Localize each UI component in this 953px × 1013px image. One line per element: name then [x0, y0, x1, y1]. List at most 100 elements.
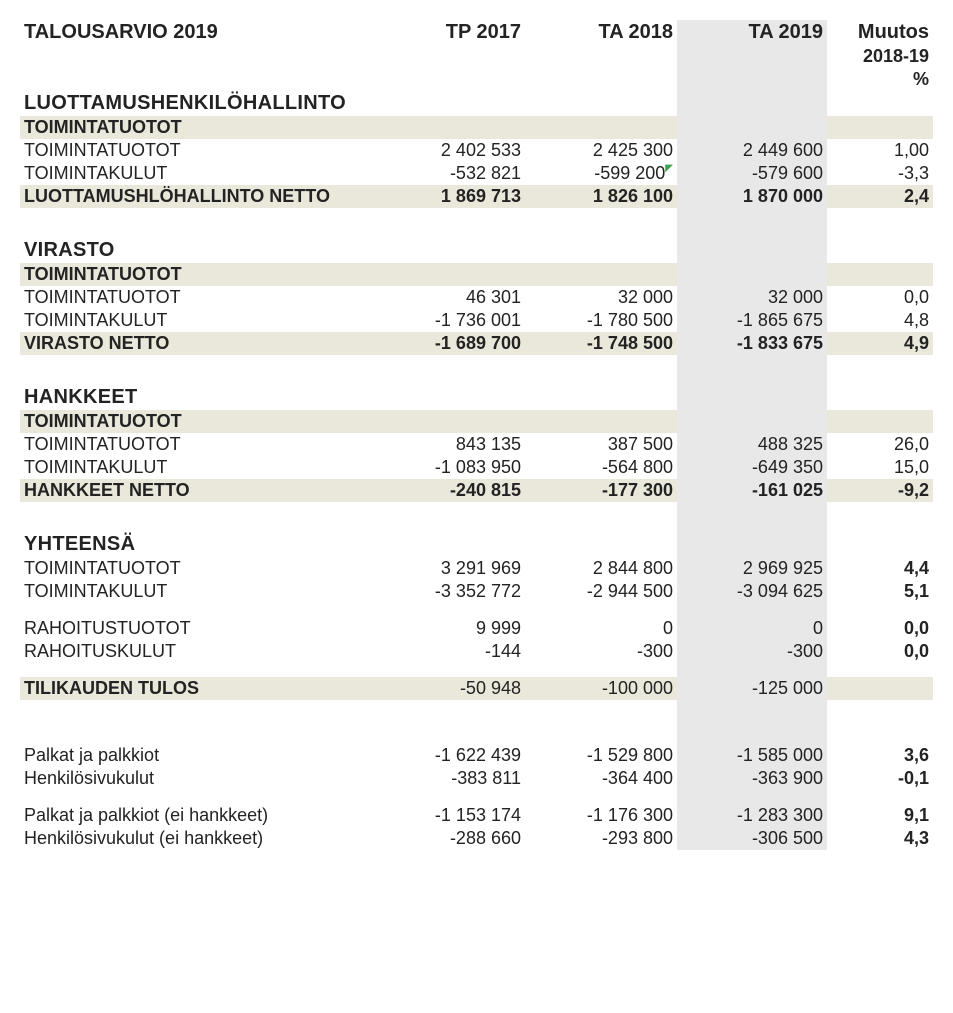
cell-mut: 15,0: [827, 456, 933, 479]
cell-mut: 1,00: [827, 139, 933, 162]
cell-ta19: -363 900: [677, 767, 827, 790]
row-label: TOIMINTATUOTOT: [20, 557, 365, 580]
cell-mut: 4,3: [827, 827, 933, 850]
cell-ta18: -599 200◤: [525, 162, 677, 185]
cell-tp: 1 869 713: [365, 185, 525, 208]
section-title: LUOTTAMUSHENKILÖHALLINTO: [20, 91, 365, 116]
cell-tp: -3 352 772: [365, 580, 525, 603]
row-label: Henkilösivukulut (ei hankkeet): [20, 827, 365, 850]
section-sub: TOIMINTATUOTOT: [20, 116, 365, 139]
col-mut-pct: %: [827, 68, 933, 91]
cell-ta18: -100 000: [525, 677, 677, 700]
cell-mut: [827, 677, 933, 700]
col-mut: Muutos: [827, 20, 933, 45]
cell-ta18: -1 748 500: [525, 332, 677, 355]
col-tp2017: TP 2017: [365, 20, 525, 45]
cell-ta19: 488 325: [677, 433, 827, 456]
cell-tp: -1 153 174: [365, 804, 525, 827]
cell-ta18: -300: [525, 640, 677, 663]
cell-ta19: -300: [677, 640, 827, 663]
col-ta2018: TA 2018: [525, 20, 677, 45]
cell-ta19: -306 500: [677, 827, 827, 850]
cell-ta18: -177 300: [525, 479, 677, 502]
cell-tp: 46 301: [365, 286, 525, 309]
cell-tp: -1 736 001: [365, 309, 525, 332]
cell-ta19: -1 833 675: [677, 332, 827, 355]
cell-tp: 3 291 969: [365, 557, 525, 580]
cell-tp: -1 622 439: [365, 744, 525, 767]
cell-ta18: -1 780 500: [525, 309, 677, 332]
row-label: Henkilösivukulut: [20, 767, 365, 790]
cell-tp: 9 999: [365, 617, 525, 640]
col-mut-years: 2018-19: [827, 45, 933, 68]
cell-tp: -288 660: [365, 827, 525, 850]
cell-mut: -9,2: [827, 479, 933, 502]
cell-mut: 26,0: [827, 433, 933, 456]
cell-ta18: 1 826 100: [525, 185, 677, 208]
cell-ta19: -3 094 625: [677, 580, 827, 603]
budget-table: TALOUSARVIO 2019TP 2017TA 2018TA 2019Muu…: [20, 20, 933, 850]
row-label: RAHOITUSKULUT: [20, 640, 365, 663]
section-title: VIRASTO: [20, 238, 365, 263]
cell-tp: -1 083 950: [365, 456, 525, 479]
cell-ta19: -1 585 000: [677, 744, 827, 767]
row-label: TOIMINTATUOTOT: [20, 139, 365, 162]
section-sub: TOIMINTATUOTOT: [20, 263, 365, 286]
cell-mut: 0,0: [827, 286, 933, 309]
cell-ta18: -2 944 500: [525, 580, 677, 603]
cell-mut: 0,0: [827, 640, 933, 663]
note-marker-icon: ◤: [665, 163, 673, 174]
row-label: TOIMINTAKULUT: [20, 309, 365, 332]
cell-tp: 843 135: [365, 433, 525, 456]
cell-ta18: 387 500: [525, 433, 677, 456]
cell-ta19: 0: [677, 617, 827, 640]
row-label: TOIMINTATUOTOT: [20, 433, 365, 456]
cell-tp: -144: [365, 640, 525, 663]
total-title: YHTEENSÄ: [20, 532, 365, 557]
cell-mut: -0,1: [827, 767, 933, 790]
row-label: RAHOITUSTUOTOT: [20, 617, 365, 640]
cell-ta19: -161 025: [677, 479, 827, 502]
section-title: HANKKEET: [20, 385, 365, 410]
row-label: TOIMINTAKULUT: [20, 456, 365, 479]
cell-ta18: 2 844 800: [525, 557, 677, 580]
section-sub: TOIMINTATUOTOT: [20, 410, 365, 433]
cell-tp: -383 811: [365, 767, 525, 790]
cell-ta18: -293 800: [525, 827, 677, 850]
row-label: LUOTTAMUSHLÖHALLINTO NETTO: [20, 185, 365, 208]
cell-ta19: 32 000: [677, 286, 827, 309]
cell-mut: 2,4: [827, 185, 933, 208]
cell-mut: 4,4: [827, 557, 933, 580]
cell-ta19: 2 449 600: [677, 139, 827, 162]
row-label: TOIMINTATUOTOT: [20, 286, 365, 309]
cell-ta18: 2 425 300: [525, 139, 677, 162]
cell-ta18: 32 000: [525, 286, 677, 309]
cell-ta18: -364 400: [525, 767, 677, 790]
row-label: Palkat ja palkkiot: [20, 744, 365, 767]
row-label: TOIMINTAKULUT: [20, 162, 365, 185]
cell-ta18: -1 529 800: [525, 744, 677, 767]
row-label: TOIMINTAKULUT: [20, 580, 365, 603]
cell-ta19: 2 969 925: [677, 557, 827, 580]
cell-tp: -1 689 700: [365, 332, 525, 355]
cell-ta18: -564 800: [525, 456, 677, 479]
row-label: HANKKEET NETTO: [20, 479, 365, 502]
col-ta2019: TA 2019: [677, 20, 827, 45]
cell-mut: -3,3: [827, 162, 933, 185]
cell-ta18: 0: [525, 617, 677, 640]
cell-ta19: -649 350: [677, 456, 827, 479]
cell-mut: 5,1: [827, 580, 933, 603]
cell-ta19: -1 283 300: [677, 804, 827, 827]
cell-ta19: 1 870 000: [677, 185, 827, 208]
cell-ta19: -579 600: [677, 162, 827, 185]
row-label: VIRASTO NETTO: [20, 332, 365, 355]
cell-tp: -532 821: [365, 162, 525, 185]
cell-mut: 4,9: [827, 332, 933, 355]
cell-tp: -240 815: [365, 479, 525, 502]
result-label: TILIKAUDEN TULOS: [20, 677, 365, 700]
row-label: Palkat ja palkkiot (ei hankkeet): [20, 804, 365, 827]
cell-ta19: -125 000: [677, 677, 827, 700]
page-title: TALOUSARVIO 2019: [20, 20, 365, 45]
cell-ta19: -1 865 675: [677, 309, 827, 332]
cell-mut: 0,0: [827, 617, 933, 640]
